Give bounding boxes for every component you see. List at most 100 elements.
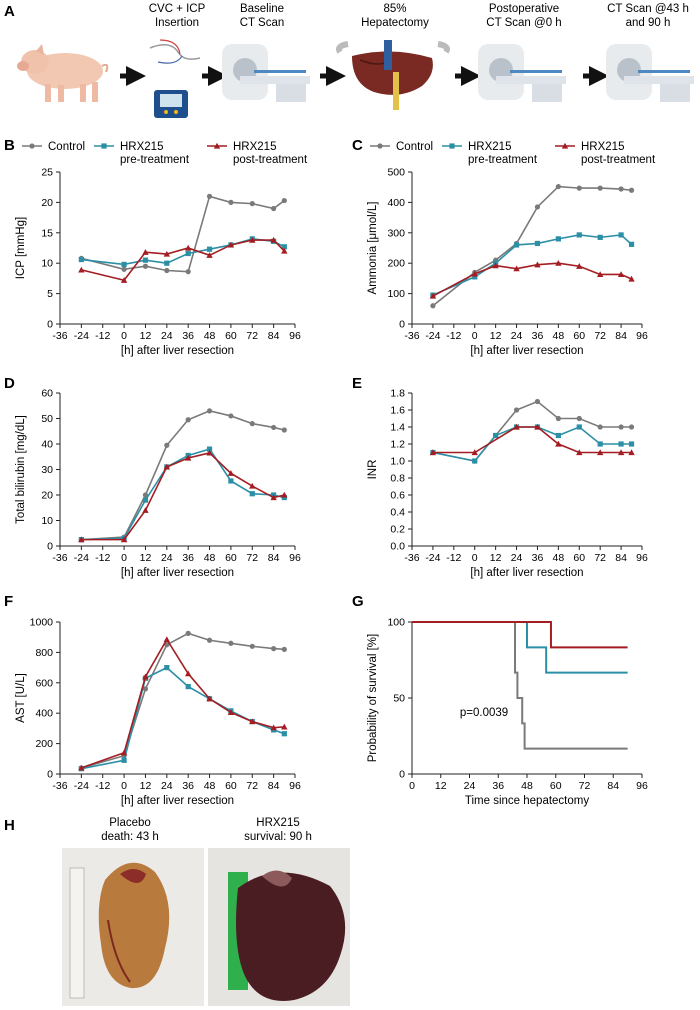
- ct-scanner-illustration: [222, 44, 310, 102]
- data-point-control: [628, 187, 635, 193]
- data-point-control: [628, 424, 635, 430]
- data-point-post: [120, 536, 128, 543]
- data-point-post: [617, 449, 625, 456]
- data-point-post: [213, 142, 221, 149]
- step-label-baseline-line2: CT Scan: [240, 17, 285, 29]
- data-point-post: [513, 423, 520, 430]
- data-point-pre: [618, 232, 624, 238]
- placebo-title-line2: death: 43 h: [101, 831, 159, 843]
- data-point-pre: [228, 478, 234, 484]
- x-tick-label: 36: [182, 330, 194, 342]
- data-point-post: [227, 470, 235, 476]
- pig-illustration: [17, 44, 109, 102]
- x-axis-label: Time since hepatectomy: [465, 795, 589, 807]
- data-point-post: [184, 244, 192, 251]
- data-point-post: [78, 266, 85, 273]
- y-axis-label: Ammonia [μmol/L]: [367, 202, 379, 295]
- x-tick-label: 60: [573, 552, 585, 564]
- data-point-pre: [472, 458, 478, 464]
- data-point-post: [249, 236, 256, 243]
- data-point-post: [628, 275, 635, 282]
- chart-panel-b: B Control HRX215pre-treatmentHRX215post-tr…: [4, 137, 308, 357]
- series-line-pre: [81, 238, 285, 266]
- x-tick-label: -12: [446, 330, 461, 342]
- x-tick-label: 12: [140, 780, 152, 792]
- x-tick-label: 48: [204, 780, 216, 792]
- data-point-post: [249, 482, 256, 489]
- y-tick-label: 40: [41, 439, 53, 451]
- data-point-post: [492, 262, 499, 269]
- data-point-pre: [493, 432, 499, 439]
- x-tick-label: 48: [204, 330, 216, 342]
- panel-letter-h: H: [4, 817, 15, 834]
- panel-letter-g: G: [352, 593, 364, 610]
- x-tick-label: 12: [140, 552, 152, 564]
- data-point-control: [618, 186, 624, 192]
- x-tick-label: 24: [161, 780, 173, 792]
- x-axis-label: [h] after liver resection: [121, 795, 234, 807]
- x-tick-label: 48: [553, 330, 565, 342]
- y-tick-label: 100: [387, 288, 405, 300]
- x-tick-label: 12: [140, 330, 152, 342]
- y-tick-label: 800: [35, 647, 53, 659]
- data-point-post: [142, 507, 149, 513]
- data-point-control: [618, 424, 624, 430]
- chart-panel-c: C Control HRX215pre-treatmentHRX215post-tr…: [352, 137, 656, 357]
- step-label-cvc-line1: CVC + ICP: [149, 3, 206, 15]
- series-line-post: [432, 426, 632, 454]
- x-tick-label: 0: [472, 552, 478, 564]
- data-point-pre: [249, 491, 255, 497]
- y-tick-label: 0: [399, 319, 405, 331]
- data-point-post: [429, 292, 437, 299]
- data-point-pre: [206, 246, 213, 252]
- x-tick-label: -24: [425, 330, 440, 342]
- data-point-control: [206, 193, 213, 199]
- data-point-pre: [555, 236, 561, 242]
- x-tick-label: 12: [490, 330, 502, 342]
- data-point-control: [249, 201, 255, 207]
- step-label-ct-followup-line2: and 90 h: [626, 17, 671, 29]
- step-label-hepatectomy-line2: Hepatectomy: [361, 17, 429, 29]
- x-tick-label: 12: [435, 780, 447, 792]
- y-tick-label: 0.4: [390, 507, 405, 519]
- x-tick-label: 0: [121, 330, 127, 342]
- data-point-control: [206, 408, 213, 414]
- data-point-control: [249, 421, 255, 427]
- x-tick-label: 0: [472, 330, 478, 342]
- data-point-pre: [142, 257, 149, 263]
- data-point-pre: [576, 424, 582, 430]
- x-tick-label: 84: [607, 780, 619, 792]
- x-tick-label: 24: [161, 552, 173, 564]
- data-point-control: [281, 427, 287, 433]
- data-point-control: [513, 407, 520, 413]
- x-tick-label: 72: [594, 552, 606, 564]
- data-point-post: [596, 449, 604, 456]
- x-tick-label: 36: [182, 780, 194, 792]
- data-point-control: [29, 143, 35, 149]
- y-tick-label: 0.0: [390, 541, 405, 553]
- data-point-post: [281, 723, 288, 730]
- data-point-post: [206, 695, 213, 702]
- x-tick-label: 24: [511, 330, 523, 342]
- y-tick-label: 50: [393, 693, 405, 705]
- data-point-pre: [555, 432, 561, 439]
- data-point-control: [555, 183, 561, 190]
- data-point-post: [249, 718, 256, 725]
- chart-panel-d: D -36 -24 -12 0 12 24 36 48 60 72 84 96 0 10 20 30 40 50 60…: [4, 375, 301, 579]
- x-tick-label: -36: [404, 552, 419, 564]
- data-point-post: [617, 271, 625, 278]
- y-tick-label: 0: [47, 769, 53, 781]
- series-line-control: [81, 632, 285, 769]
- data-point-control: [271, 646, 277, 652]
- series-line-post: [81, 239, 285, 282]
- y-tick-label: 20: [41, 197, 53, 209]
- data-point-pre: [185, 250, 191, 257]
- y-tick-label: 50: [41, 413, 53, 425]
- data-point-post: [78, 536, 85, 543]
- x-tick-label: 48: [553, 552, 565, 564]
- x-tick-label: -36: [52, 780, 67, 792]
- x-tick-label: 0: [409, 780, 415, 792]
- data-point-control: [142, 263, 149, 269]
- ct-scanner-illustration: [606, 44, 694, 102]
- y-tick-label: 200: [387, 258, 405, 270]
